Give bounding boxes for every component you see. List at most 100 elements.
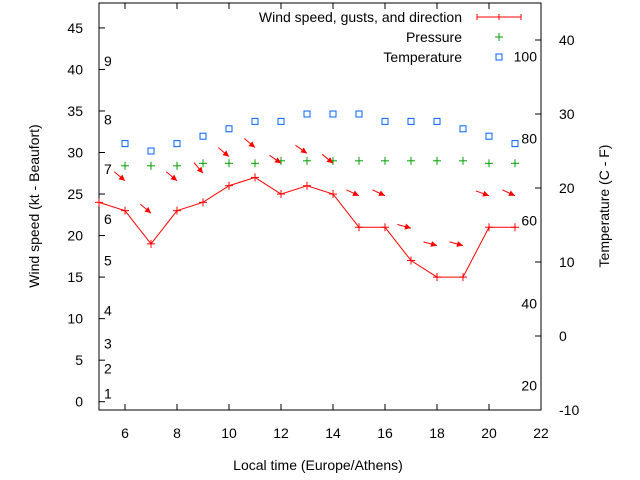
y2-axis-label: Temperature (C - F) <box>596 145 612 268</box>
y-tick-label: 15 <box>67 269 83 285</box>
wind-speed-point <box>433 273 441 282</box>
temperature-point <box>459 125 467 133</box>
fahrenheit-label: 40 <box>521 295 537 311</box>
wind-speed-point <box>199 198 207 207</box>
y-tick-label: 25 <box>67 186 83 202</box>
beaufort-label: 4 <box>104 302 112 318</box>
beaufort-label: 3 <box>104 336 112 352</box>
temperature-point <box>147 147 155 155</box>
wind-direction-arrow <box>139 203 152 214</box>
temperature-point <box>121 140 129 148</box>
wind-speed-point <box>485 223 493 232</box>
y-tick-label: 0 <box>75 394 83 410</box>
pressure-point <box>485 159 493 168</box>
temperature-point <box>173 140 181 148</box>
wind-speed-point <box>277 190 285 199</box>
wind-speed-point <box>459 273 467 282</box>
wind-direction-arrow <box>193 162 204 174</box>
temperature-point <box>251 117 259 125</box>
y2-tick-label: 40 <box>559 32 575 48</box>
arrow-head <box>378 190 385 196</box>
wind-direction-arrow <box>449 241 464 247</box>
wind-direction-arrow <box>423 241 438 247</box>
x-tick-label: 10 <box>221 425 237 441</box>
temperature-point <box>277 117 285 125</box>
beaufort-label: 2 <box>104 360 112 376</box>
x-axis-label: Local time (Europe/Athens) <box>233 457 403 473</box>
y-tick-label: 35 <box>67 103 83 119</box>
wind-speed-line <box>98 176 515 278</box>
arrow-head <box>170 174 177 181</box>
pressure-point <box>303 156 311 165</box>
pressure-point <box>199 159 207 168</box>
pressure-point <box>225 159 233 168</box>
pressure-point <box>459 156 467 165</box>
arrow-head <box>300 147 307 154</box>
pressure-point <box>511 159 519 168</box>
wind-direction-arrow <box>321 153 334 164</box>
y2-tick-label: 30 <box>559 106 575 122</box>
fahrenheit-label: 60 <box>521 213 537 229</box>
wind-speed-point <box>303 181 311 190</box>
wind-speed-point <box>121 206 129 215</box>
y2-tick-label: 0 <box>559 328 567 344</box>
arrow-head <box>326 157 333 164</box>
temperature-point <box>303 110 311 118</box>
y2-tick-label: -10 <box>559 402 579 418</box>
beaufort-label: 6 <box>104 211 112 227</box>
temperature-point <box>329 110 337 118</box>
wind-direction-arrow <box>165 171 178 182</box>
legend-temperature: Temperature <box>383 49 462 65</box>
wind-direction-arrow <box>243 138 256 148</box>
plot-border <box>98 2 542 411</box>
y-tick-label: 30 <box>67 145 83 161</box>
temperature-point <box>433 117 441 125</box>
x-tick-label: 8 <box>173 425 181 441</box>
fahrenheit-label: 100 <box>514 48 538 64</box>
beaufort-label: 9 <box>104 53 112 69</box>
arrow-head <box>222 150 229 157</box>
y2-tick-label: 20 <box>559 180 575 196</box>
arrow-head <box>482 190 489 197</box>
arrow-head <box>196 166 203 174</box>
beaufort-label: 7 <box>104 161 112 177</box>
beaufort-label: 5 <box>104 252 112 268</box>
y-tick-label: 5 <box>75 352 83 368</box>
x-tick-label: 18 <box>429 425 445 441</box>
pressure-point <box>407 156 415 165</box>
wind-speed-point <box>95 198 103 207</box>
beaufort-label: 8 <box>104 111 112 127</box>
wind-direction-arrow <box>397 223 412 230</box>
wind-direction-arrow <box>475 190 490 197</box>
fahrenheit-label: 80 <box>521 130 537 146</box>
arrow-head <box>144 206 151 214</box>
wind-speed-point <box>251 173 259 182</box>
arrow-head <box>274 157 281 164</box>
x-tick-label: 14 <box>325 425 341 441</box>
wind-direction-arrow <box>217 147 230 158</box>
y2-tick-label: 10 <box>559 254 575 270</box>
temperature-point <box>407 117 415 125</box>
arrow-head <box>118 174 125 181</box>
pressure-point <box>381 156 389 165</box>
wind-speed-point <box>407 256 415 265</box>
wind-speed-point <box>355 223 363 232</box>
pressure-point <box>121 161 129 170</box>
y-axis-label: Wind speed (kt - Beaufort) <box>26 124 42 287</box>
beaufort-label: 1 <box>104 385 112 401</box>
temperature-point <box>199 132 207 140</box>
arrow-head <box>456 241 463 247</box>
wind-direction-arrow <box>269 154 282 164</box>
arrow-head <box>430 241 437 247</box>
arrow-head <box>404 223 411 230</box>
arrow-head <box>508 190 515 196</box>
temperature-point <box>225 125 233 133</box>
x-tick-label: 20 <box>481 425 497 441</box>
y-tick-label: 20 <box>67 228 83 244</box>
wind-direction-arrow <box>295 144 308 154</box>
wind-direction-arrow <box>502 189 516 197</box>
x-tick-label: 16 <box>377 425 393 441</box>
wind-speed-point <box>173 206 181 215</box>
y-tick-label: 45 <box>67 20 83 36</box>
fahrenheit-label: 20 <box>521 378 537 394</box>
